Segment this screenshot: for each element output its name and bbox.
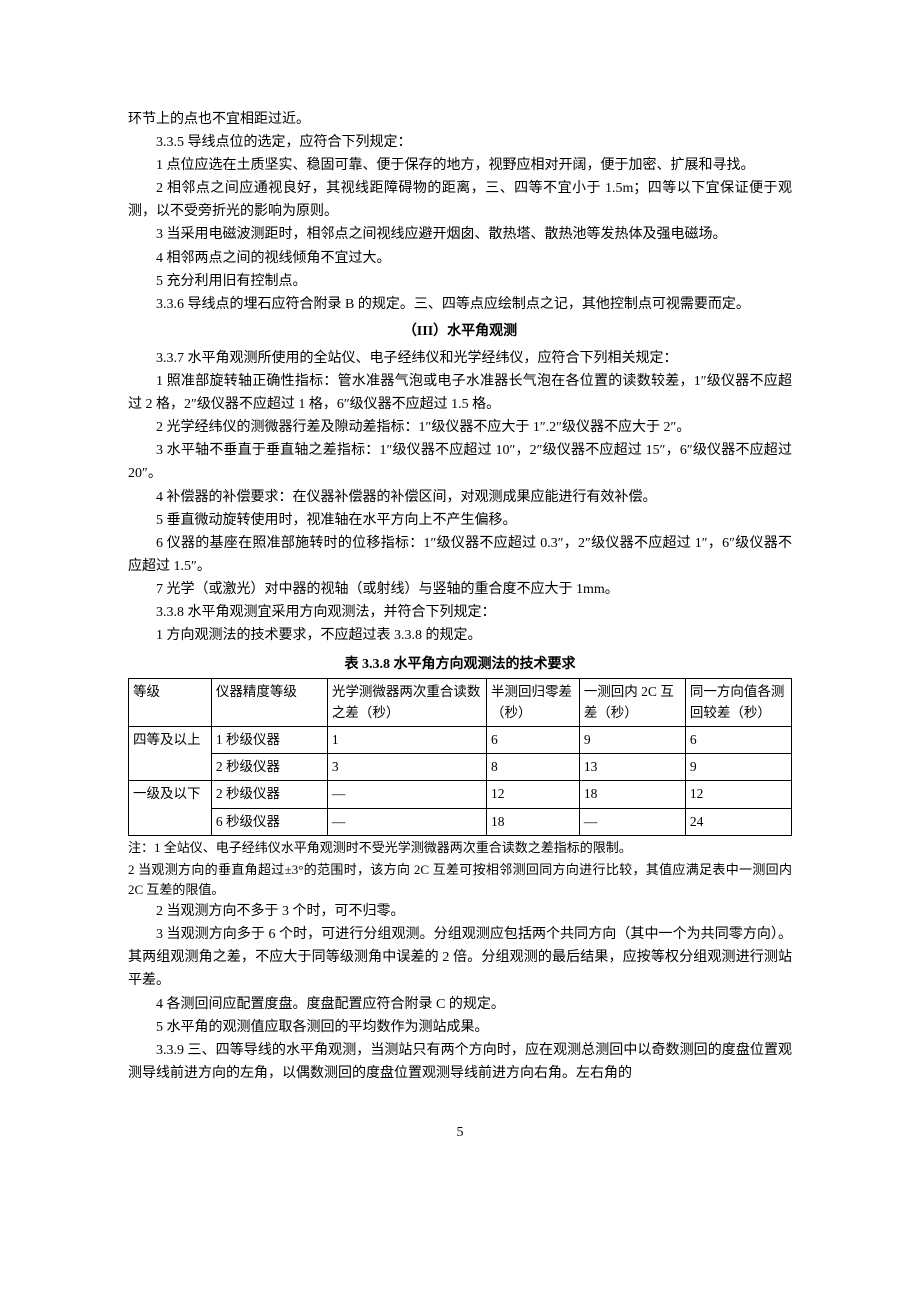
clause-337-2: 2 光学经纬仪的测微器行差及隙动差指标：1″级仪器不应大于 1″.2″级仪器不应…: [128, 416, 792, 439]
clause-335: 3.3.5 导线点位的选定，应符合下列规定：: [128, 131, 792, 154]
table-header: 光学测微器两次重合读数之差（秒）: [327, 679, 486, 727]
clause-337-1: 1 照准部旋转轴正确性指标：管水准器气泡或电子水准器长气泡在各位置的读数较差，1…: [128, 370, 792, 416]
clause-335-1: 1 点位应选在土质坚实、稳固可靠、便于保存的地方，视野应相对开阔，便于加密、扩展…: [128, 154, 792, 177]
page-number: 5: [128, 1121, 792, 1144]
table-cell: 6 秒级仪器: [211, 808, 327, 835]
clause-337-4: 4 补偿器的补偿要求：在仪器补偿器的补偿区间，对观测成果应能进行有效补偿。: [128, 486, 792, 509]
table-338: 等级 仪器精度等级 光学测微器两次重合读数之差（秒） 半测回归零差（秒） 一测回…: [128, 678, 792, 836]
body-text: 环节上的点也不宜相距过近。: [128, 108, 792, 131]
table-header: 同一方向值各测回较差（秒）: [685, 679, 791, 727]
table-row: 2 秒级仪器 3 8 13 9: [129, 754, 792, 781]
clause-337-7: 7 光学（或激光）对中器的视轴（或射线）与竖轴的重合度不应大于 1mm。: [128, 578, 792, 601]
table-cell: 18: [579, 781, 685, 808]
table-header: 仪器精度等级: [211, 679, 327, 727]
section-heading-iii: （III）水平角观测: [128, 320, 792, 343]
table-cell: 6: [487, 726, 580, 753]
clause-337-6: 6 仪器的基座在照准部施转时的位移指标：1″级仪器不应超过 0.3″，2″级仪器…: [128, 532, 792, 578]
table-cell: 18: [487, 808, 580, 835]
table-row: 6 秒级仪器 — 18 — 24: [129, 808, 792, 835]
table-header: 等级: [129, 679, 212, 727]
table-cell: 2 秒级仪器: [211, 781, 327, 808]
table-cell: 一级及以下: [129, 781, 212, 836]
table-cell: 3: [327, 754, 486, 781]
clause-337-5: 5 垂直微动旋转使用时，视准轴在水平方向上不产生偏移。: [128, 509, 792, 532]
clause-338-2: 2 当观测方向不多于 3 个时，可不归零。: [128, 900, 792, 923]
clause-335-5: 5 充分利用旧有控制点。: [128, 270, 792, 293]
clause-335-4: 4 相邻两点之间的视线倾角不宜过大。: [128, 247, 792, 270]
table-cell: 2 秒级仪器: [211, 754, 327, 781]
table-cell: 四等及以上: [129, 726, 212, 781]
table-row: 四等及以上 1 秒级仪器 1 6 9 6: [129, 726, 792, 753]
clause-338-4: 4 各测回间应配置度盘。度盘配置应符合附录 C 的规定。: [128, 993, 792, 1016]
clause-336: 3.3.6 导线点的埋石应符合附录 B 的规定。三、四等点应绘制点之记，其他控制…: [128, 293, 792, 316]
table-cell: 9: [685, 754, 791, 781]
clause-338-5: 5 水平角的观测值应取各测回的平均数作为测站成果。: [128, 1016, 792, 1039]
table-cell: 1 秒级仪器: [211, 726, 327, 753]
table-row: 一级及以下 2 秒级仪器 — 12 18 12: [129, 781, 792, 808]
table-cell: 12: [685, 781, 791, 808]
table-cell: —: [327, 808, 486, 835]
table-header: 一测回内 2C 互差（秒）: [579, 679, 685, 727]
table-header: 半测回归零差（秒）: [487, 679, 580, 727]
clause-337: 3.3.7 水平角观测所使用的全站仪、电子经纬仪和光学经纬仪，应符合下列相关规定…: [128, 347, 792, 370]
table-cell: 1: [327, 726, 486, 753]
clause-335-3: 3 当采用电磁波测距时，相邻点之间视线应避开烟囱、散热塔、散热池等发热体及强电磁…: [128, 223, 792, 246]
table-cell: —: [579, 808, 685, 835]
table-cell: 24: [685, 808, 791, 835]
table-cell: 13: [579, 754, 685, 781]
clause-338-1: 1 方向观测法的技术要求，不应超过表 3.3.8 的规定。: [128, 624, 792, 647]
table-title: 表 3.3.8 水平角方向观测法的技术要求: [128, 653, 792, 676]
clause-337-3: 3 水平轴不垂直于垂直轴之差指标：1″级仪器不应超过 10″，2″级仪器不应超过…: [128, 439, 792, 485]
table-cell: —: [327, 781, 486, 808]
table-cell: 8: [487, 754, 580, 781]
table-header-row: 等级 仪器精度等级 光学测微器两次重合读数之差（秒） 半测回归零差（秒） 一测回…: [129, 679, 792, 727]
table-cell: 6: [685, 726, 791, 753]
clause-338: 3.3.8 水平角观测宜采用方向观测法，并符合下列规定：: [128, 601, 792, 624]
table-cell: 9: [579, 726, 685, 753]
clause-335-2: 2 相邻点之间应通视良好，其视线距障碍物的距离，三、四等不宜小于 1.5m；四等…: [128, 177, 792, 223]
clause-339: 3.3.9 三、四等导线的水平角观测，当测站只有两个方向时，应在观测总测回中以奇…: [128, 1039, 792, 1085]
document-page: 环节上的点也不宜相距过近。 3.3.5 导线点位的选定，应符合下列规定： 1 点…: [0, 0, 920, 1204]
table-note-1: 注：1 全站仪、电子经纬仪水平角观测时不受光学测微器两次重合读数之差指标的限制。: [128, 838, 792, 858]
clause-338-3: 3 当观测方向多于 6 个时，可进行分组观测。分组观测应包括两个共同方向（其中一…: [128, 923, 792, 992]
table-note-2: 2 当观测方向的垂直角超过±3°的范围时，该方向 2C 互差可按相邻测回同方向进…: [128, 860, 792, 900]
table-cell: 12: [487, 781, 580, 808]
